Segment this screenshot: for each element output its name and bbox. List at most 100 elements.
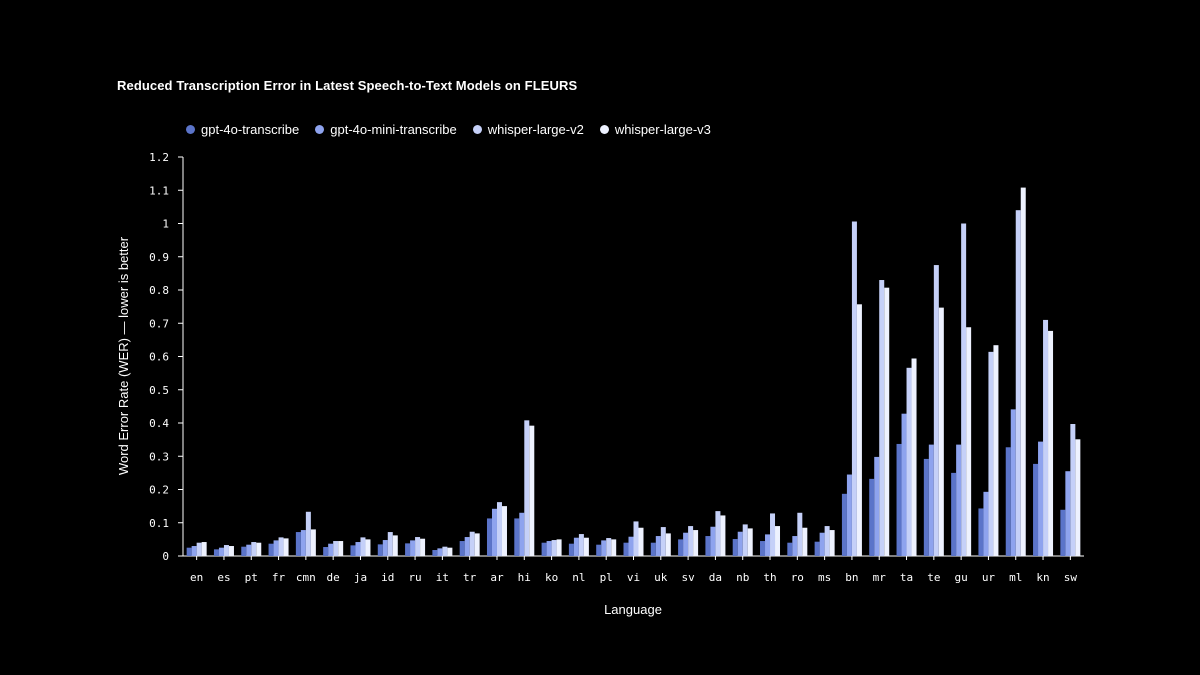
bar-gpt-4o-mini-transcribe-th (765, 534, 771, 556)
bar-whisper-large-v2-sw (1070, 423, 1076, 556)
bar-gpt-4o-transcribe-ru (405, 543, 411, 556)
x-tick-label: ta (900, 571, 913, 584)
bar-whisper-large-v3-gu (966, 327, 972, 556)
bar-whisper-large-v2-tr (469, 531, 475, 556)
x-tick-label: nb (736, 571, 749, 584)
x-tick-label: ar (490, 571, 504, 584)
bar-whisper-large-v3-te (938, 307, 944, 556)
bar-whisper-large-v2-sv (688, 526, 694, 556)
bar-gpt-4o-transcribe-ml (1005, 447, 1011, 556)
bar-whisper-large-v2-th (770, 513, 776, 556)
x-tick-label: kn (1036, 571, 1049, 584)
bar-gpt-4o-mini-transcribe-fr (273, 540, 279, 556)
bar-whisper-large-v2-en (196, 542, 202, 556)
bar-gpt-4o-mini-transcribe-de (328, 543, 334, 556)
x-tick-label: vi (627, 571, 640, 584)
bar-whisper-large-v3-it (447, 547, 453, 556)
bar-gpt-4o-mini-transcribe-es (218, 547, 224, 556)
x-tick-label: pt (245, 571, 258, 584)
bar-gpt-4o-transcribe-nb (732, 539, 738, 556)
bar-whisper-large-v3-cmn (310, 529, 316, 556)
bar-whisper-large-v2-ta (906, 367, 912, 556)
bar-whisper-large-v2-da (715, 511, 721, 556)
bar-gpt-4o-transcribe-fr (268, 543, 274, 556)
bar-whisper-large-v3-tr (474, 533, 480, 556)
bar-whisper-large-v3-uk (665, 533, 671, 556)
x-tick-label: ru (408, 571, 421, 584)
x-tick-label: fr (272, 571, 286, 584)
bar-whisper-large-v2-id (387, 532, 393, 556)
bar-gpt-4o-mini-transcribe-ta (901, 413, 907, 556)
bar-whisper-large-v3-ro (802, 527, 808, 556)
legend-item-whisper-large-v2: whisper-large-v2 (472, 122, 584, 137)
bar-gpt-4o-transcribe-cmn (295, 532, 301, 556)
bar-gpt-4o-mini-transcribe-ro (792, 536, 798, 556)
legend-item-whisper-large-v3: whisper-large-v3 (599, 122, 711, 137)
bar-gpt-4o-mini-transcribe-cmn (300, 530, 306, 556)
bar-whisper-large-v3-es (228, 546, 234, 556)
bar-gpt-4o-mini-transcribe-gu (956, 444, 962, 556)
bar-gpt-4o-mini-transcribe-ko (546, 541, 552, 556)
bar-whisper-large-v3-da (720, 515, 726, 556)
bar-whisper-large-v2-nl (578, 534, 584, 556)
bar-whisper-large-v2-fr (278, 537, 284, 556)
x-tick-label: th (763, 571, 776, 584)
bar-gpt-4o-transcribe-de (323, 547, 329, 556)
bar-gpt-4o-transcribe-sv (678, 539, 684, 556)
y-tick-label: 0.5 (149, 384, 169, 397)
x-axis: en es pt fr cmn de ja id ru it tr ar hi ko nl pl vi uk sv d… (183, 555, 1084, 584)
x-tick-label: gu (955, 571, 968, 584)
chart-title: Reduced Transcription Error in Latest Sp… (117, 78, 578, 93)
y-tick-label: 0.4 (149, 417, 169, 430)
bar-whisper-large-v3-nb (747, 528, 753, 556)
x-tick-label: da (709, 571, 722, 584)
legend-dot-icon (599, 125, 609, 134)
x-tick-label: hi (518, 571, 531, 584)
bar-gpt-4o-mini-transcribe-uk (655, 536, 661, 556)
x-tick-label: ml (1009, 571, 1022, 584)
bar-whisper-large-v3-en (201, 542, 207, 556)
x-tick-label: es (217, 571, 230, 584)
bar-whisper-large-v3-kn (1048, 330, 1054, 556)
x-tick-label: sv (681, 571, 695, 584)
x-tick-label: it (436, 571, 449, 584)
y-tick-label: 0.8 (149, 284, 169, 297)
x-tick-label: sw (1064, 571, 1078, 584)
legend-label: gpt-4o-transcribe (201, 122, 300, 137)
bar-gpt-4o-transcribe-tr (459, 541, 465, 556)
bar-gpt-4o-transcribe-vi (623, 542, 629, 556)
bar-gpt-4o-transcribe-ar (486, 518, 492, 556)
x-axis-title: Language (604, 602, 662, 617)
bar-whisper-large-v3-nl (583, 537, 589, 556)
bar-whisper-large-v2-pt (251, 542, 257, 556)
bar-gpt-4o-mini-transcribe-sw (1065, 471, 1071, 556)
bar-whisper-large-v3-ta (911, 358, 917, 556)
bar-gpt-4o-mini-transcribe-sv (683, 532, 689, 556)
bar-gpt-4o-transcribe-ko (541, 542, 547, 556)
x-tick-label: ur (982, 571, 996, 584)
bar-gpt-4o-transcribe-hi (514, 518, 520, 556)
bar-gpt-4o-transcribe-kn (1033, 463, 1039, 556)
legend-label: whisper-large-v2 (487, 122, 584, 137)
y-tick-label: 1 (162, 218, 169, 231)
bar-gpt-4o-transcribe-uk (650, 542, 656, 556)
x-tick-label: tr (463, 571, 477, 584)
bar-whisper-large-v3-hi (529, 425, 535, 556)
bar-gpt-4o-mini-transcribe-nb (737, 531, 743, 556)
bar-whisper-large-v2-cmn (305, 511, 311, 556)
bar-gpt-4o-transcribe-ja (350, 545, 356, 556)
bar-gpt-4o-mini-transcribe-pt (246, 544, 252, 556)
bar-whisper-large-v2-kn (1043, 319, 1049, 556)
bar-whisper-large-v2-ja (360, 537, 366, 556)
legend-label: gpt-4o-mini-transcribe (330, 122, 457, 137)
y-axis: 0 0.1 0.2 0.3 0.4 0.5 0.6 0.7 0.8 0.9 1 1.1 1.2 (149, 151, 184, 563)
y-tick-label: 1.2 (149, 151, 169, 164)
x-tick-label: ms (818, 571, 831, 584)
x-tick-label: cmn (296, 571, 316, 584)
bar-gpt-4o-mini-transcribe-ar (491, 508, 497, 556)
bar-gpt-4o-mini-transcribe-bn (846, 474, 852, 556)
bar-gpt-4o-mini-transcribe-it (437, 548, 443, 556)
bar-whisper-large-v2-hi (524, 420, 530, 556)
bar-gpt-4o-transcribe-ta (896, 443, 902, 556)
bar-whisper-large-v2-ru (415, 537, 421, 556)
